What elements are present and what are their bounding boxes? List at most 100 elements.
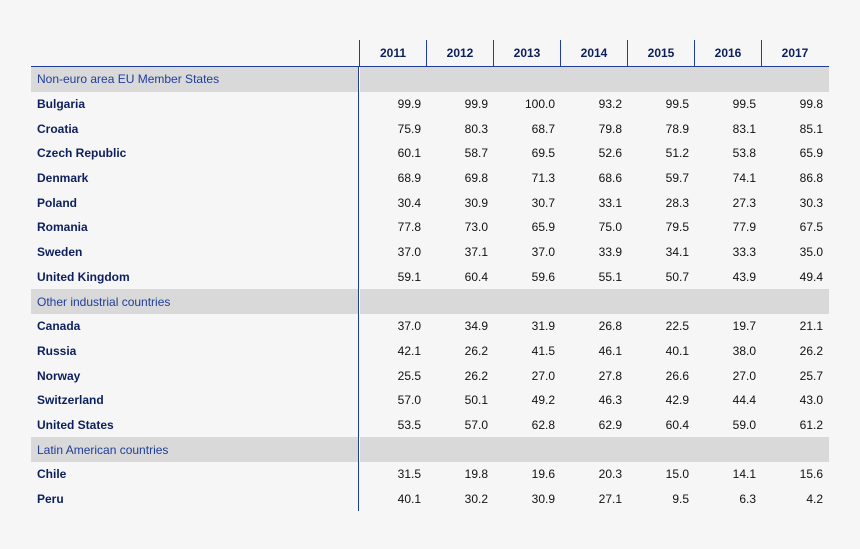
table-cell: 99.5 (732, 97, 756, 112)
table-cell: 85.1 (799, 121, 823, 136)
table-cell: 99.5 (665, 97, 689, 112)
table-row: Sweden 37.0 37.1 37.0 33.9 34.1 33.3 35.0 (31, 239, 829, 265)
table-cell: 35.0 (799, 245, 823, 260)
column-header-2016: 2016 (694, 40, 761, 66)
table-cell: 53.5 (397, 417, 421, 432)
table-cell: 19.7 (732, 319, 756, 334)
table-cell: 31.9 (531, 319, 555, 334)
row-label: Canada (31, 313, 359, 339)
table-row: Poland 30.4 30.9 30.7 33.1 28.3 27.3 30.3 (31, 190, 829, 216)
column-header-2012: 2012 (426, 40, 493, 66)
table-cell: 43.0 (799, 393, 823, 408)
table-cell: 30.4 (397, 195, 421, 210)
table-cell: 93.2 (598, 97, 622, 112)
table-cell: 62.9 (598, 417, 622, 432)
table-cell: 53.8 (732, 146, 756, 161)
table-cell: 15.0 (665, 467, 689, 482)
table-cell: 68.6 (598, 171, 622, 186)
table-cell: 26.8 (598, 319, 622, 334)
table-cell: 21.1 (799, 319, 823, 334)
table-cell: 25.5 (397, 368, 421, 383)
table-cell: 46.3 (598, 393, 622, 408)
table-cell: 83.1 (732, 121, 756, 136)
table-row: Peru 40.1 30.2 30.9 27.1 9.5 6.3 4.2 (31, 486, 829, 512)
column-header-2013: 2013 (493, 40, 560, 66)
table-cell: 50.1 (464, 393, 488, 408)
table-row: Canada 37.0 34.9 31.9 26.8 22.5 19.7 21.1 (31, 313, 829, 339)
table-cell: 57.0 (397, 393, 421, 408)
column-header-2017: 2017 (761, 40, 828, 66)
section-title: Other industrial countries (31, 289, 359, 314)
row-label: Czech Republic (31, 141, 359, 166)
table-cell: 100.0 (524, 97, 555, 112)
table-header-row: 2011 2012 2013 2014 2015 2016 2017 (31, 40, 829, 67)
table-cell: 59.1 (397, 269, 421, 284)
table-cell: 14.1 (732, 467, 756, 482)
table-cell: 30.9 (464, 195, 488, 210)
table-cell: 49.2 (531, 393, 555, 408)
table-cell: 34.9 (464, 319, 488, 334)
table-row: Norway 25.5 26.2 27.0 27.8 26.6 27.0 25.7 (31, 363, 829, 388)
table-cell: 77.8 (397, 220, 421, 235)
table-cell: 49.4 (799, 269, 823, 284)
table-cell: 37.0 (397, 245, 421, 260)
table-cell: 22.5 (665, 319, 689, 334)
table-cell: 33.3 (732, 245, 756, 260)
row-label: Norway (31, 363, 359, 388)
table-cell: 61.2 (799, 417, 823, 432)
table-cell: 78.9 (665, 121, 689, 136)
table-cell: 44.4 (732, 393, 756, 408)
table-row: United States 53.5 57.0 62.8 62.9 60.4 59.0 61.… (31, 412, 829, 438)
data-table: 2011 2012 2013 2014 2015 2016 2017 Non-euro ar… (31, 40, 829, 512)
row-label: Romania (31, 215, 359, 240)
table-cell: 4.2 (806, 492, 823, 507)
row-label: Switzerland (31, 387, 359, 413)
table-row: Russia 42.1 26.2 41.5 46.1 40.1 38.0 26.2 (31, 338, 829, 364)
table-cell: 37.1 (464, 245, 488, 260)
table-cell: 9.5 (672, 492, 689, 507)
table-cell: 86.8 (799, 171, 823, 186)
table-cell: 68.9 (397, 171, 421, 186)
table-cell: 60.1 (397, 146, 421, 161)
row-label: United Kingdom (31, 264, 359, 290)
table-cell: 60.4 (464, 269, 488, 284)
table-row: Switzerland 57.0 50.1 49.2 46.3 42.9 44.4 43.0 (31, 387, 829, 413)
table-cell: 27.1 (598, 492, 622, 507)
table-cell: 38.0 (732, 343, 756, 358)
row-label: Denmark (31, 165, 359, 191)
row-label: Croatia (31, 116, 359, 142)
table-cell: 31.5 (397, 467, 421, 482)
table-cell: 19.8 (464, 467, 488, 482)
table-row: Croatia 75.9 80.3 68.7 79.8 78.9 83.1 85.1 (31, 116, 829, 142)
table-row: Romania 77.8 73.0 65.9 75.0 79.5 77.9 67.5 (31, 215, 829, 240)
table-cell: 79.5 (665, 220, 689, 235)
section-header-row: Other industrial countries (31, 289, 829, 314)
section-header-row: Non-euro area EU Member States (31, 67, 829, 92)
table-cell: 50.7 (665, 269, 689, 284)
table-cell: 69.8 (464, 171, 488, 186)
table-cell: 65.9 (531, 220, 555, 235)
table-cell: 59.7 (665, 171, 689, 186)
table-cell: 73.0 (464, 220, 488, 235)
table-cell: 30.3 (799, 195, 823, 210)
table-cell: 57.0 (464, 417, 488, 432)
table-cell: 79.8 (598, 121, 622, 136)
column-header-2014: 2014 (560, 40, 627, 66)
table-cell: 99.9 (464, 97, 488, 112)
table-cell: 33.1 (598, 195, 622, 210)
table-cell: 59.6 (531, 269, 555, 284)
table-cell: 15.6 (799, 467, 823, 482)
section-fill (359, 67, 829, 92)
table-cell: 26.2 (464, 368, 488, 383)
row-label: Bulgaria (31, 91, 359, 117)
row-label: Chile (31, 462, 359, 487)
table-cell: 69.5 (531, 146, 555, 161)
table-cell: 74.1 (732, 171, 756, 186)
header-label-spacer (31, 40, 359, 66)
table-cell: 51.2 (665, 146, 689, 161)
table-cell: 30.9 (531, 492, 555, 507)
table-cell: 80.3 (464, 121, 488, 136)
table-cell: 68.7 (531, 121, 555, 136)
row-label: United States (31, 412, 359, 438)
table-cell: 27.8 (598, 368, 622, 383)
